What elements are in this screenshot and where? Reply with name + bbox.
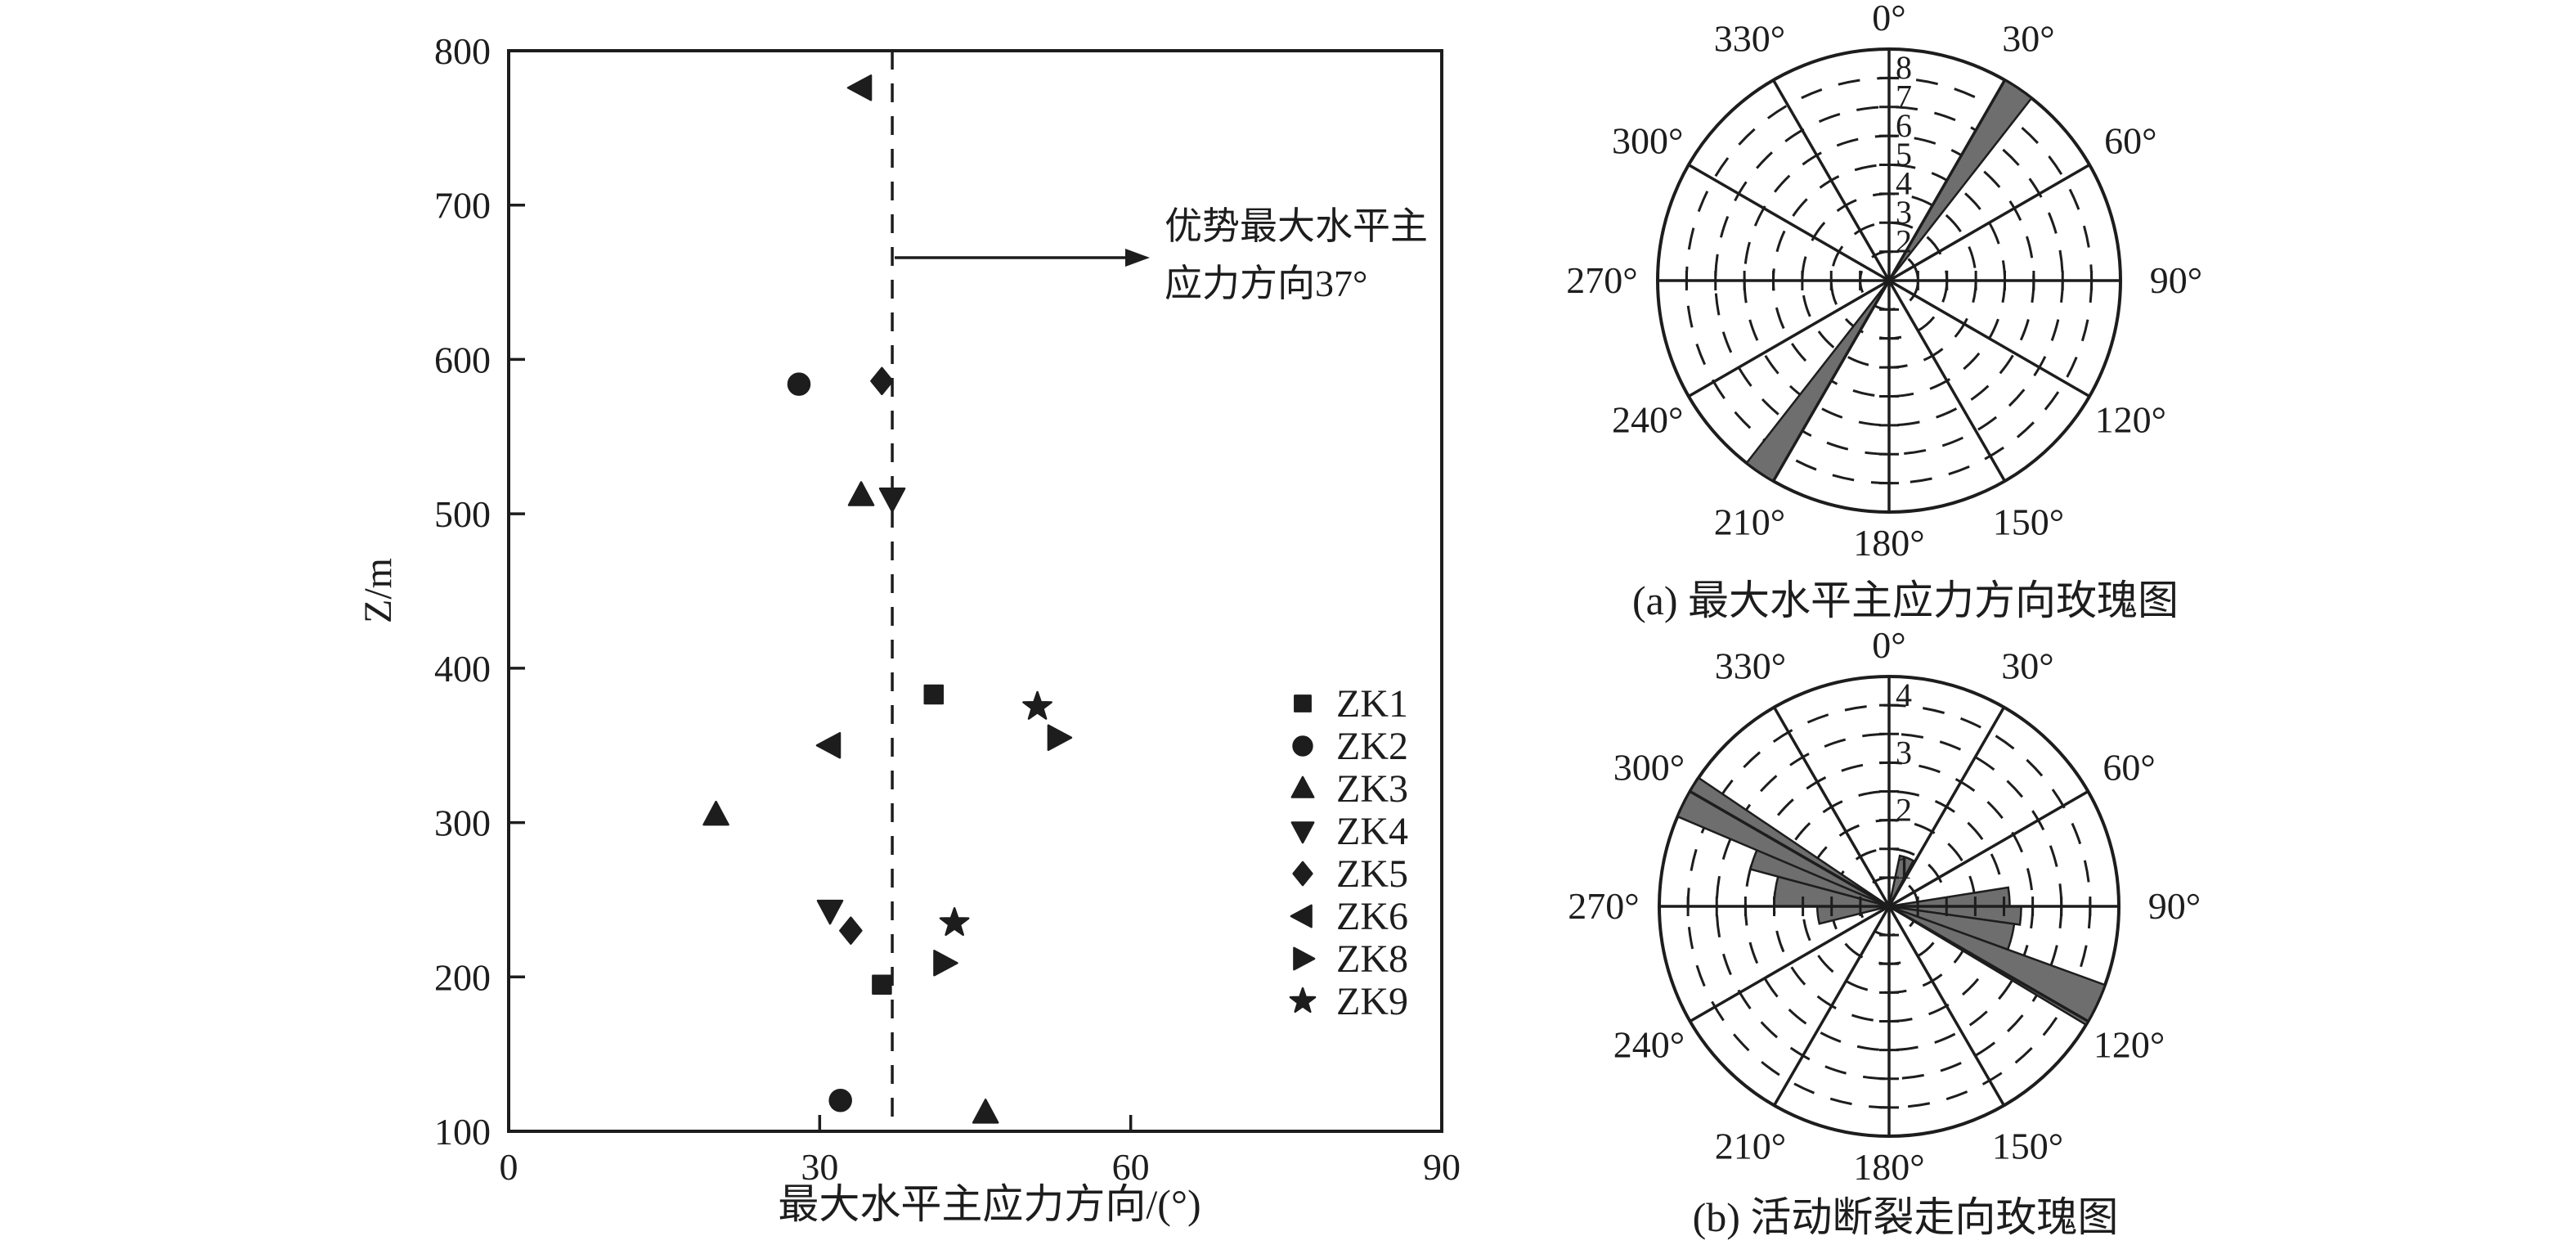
y-tick-label: 700	[434, 185, 491, 227]
rose-radius-label: 2	[1896, 792, 1912, 829]
rose-radius-label: 3	[1896, 194, 1912, 231]
legend-label-ZK8: ZK8	[1336, 937, 1408, 981]
scatter-point-ZK8	[1047, 724, 1073, 752]
legend-marker-ZK2	[1292, 735, 1313, 757]
rose-angle-label: 300°	[1612, 120, 1683, 162]
x-tick-label: 90	[1423, 1146, 1461, 1188]
legend-label-ZK2: ZK2	[1336, 725, 1408, 768]
rose-angle-label: 120°	[2095, 399, 2166, 441]
rose-angle-label: 60°	[2103, 747, 2155, 789]
legend-marker-ZK8	[1293, 946, 1316, 971]
annotation-arrowhead	[1125, 249, 1150, 267]
rose-radius-label: 1	[1896, 849, 1912, 886]
legend-marker-ZK6	[1290, 904, 1313, 928]
rose-radius-label: 7	[1896, 78, 1912, 115]
y-tick-label: 200	[434, 956, 491, 998]
rose-spoke	[1771, 79, 2007, 482]
scatter-point-ZK5	[839, 916, 863, 945]
rose-angle-label: 270°	[1568, 885, 1639, 927]
rose-radius-label: 2	[1896, 222, 1912, 259]
scatter-point-ZK3	[702, 800, 729, 826]
rose-spoke	[1772, 706, 2006, 1107]
rose-a-caption: (a) 最大水平主应力方向玫瑰图	[1632, 578, 2179, 623]
rose-angle-label: 180°	[1853, 522, 1924, 564]
rose-radius-label: 5	[1896, 136, 1912, 173]
rose-angle-label: 150°	[1993, 501, 2064, 542]
rose-radius-label: 8	[1896, 49, 1912, 86]
rose-angle-label: 210°	[1715, 1126, 1786, 1167]
legend-marker-ZK4	[1290, 821, 1315, 844]
legend-marker-ZK1	[1294, 694, 1312, 712]
x-tick-label: 0	[500, 1146, 518, 1188]
scatter-point-ZK2	[787, 372, 811, 396]
scatter-point-ZK6	[815, 731, 841, 759]
scatter-point-ZK4	[816, 899, 844, 925]
rose-angle-label: 0°	[1872, 0, 1905, 38]
x-axis-title: 最大水平主应力方向/(°)	[778, 1181, 1200, 1227]
rose-radius-label: 4	[1896, 165, 1912, 202]
rose-angle-label: 30°	[2002, 18, 2054, 60]
legend-label-ZK6: ZK6	[1336, 895, 1408, 938]
rose-radius-label: 6	[1896, 107, 1912, 144]
rose-angle-label: 0°	[1872, 624, 1905, 666]
rose-angle-label: 330°	[1714, 18, 1785, 60]
legend-label-ZK4: ZK4	[1336, 810, 1408, 853]
y-tick-label: 600	[434, 339, 491, 380]
scatter-point-ZK4	[878, 488, 906, 513]
rose-b-caption: (b) 活动断裂走向玫瑰图	[1692, 1194, 2119, 1240]
x-tick-label: 30	[801, 1146, 838, 1188]
rose-angle-label: 150°	[1992, 1126, 2063, 1167]
rose-angle-label: 90°	[2148, 885, 2201, 927]
rose-angle-label: 30°	[2001, 645, 2053, 686]
rose-petal	[1815, 905, 1890, 925]
rose-angle-label: 120°	[2094, 1024, 2165, 1066]
rose-angle-label: 210°	[1714, 501, 1785, 542]
rose-angle-label: 300°	[1613, 747, 1685, 789]
y-tick-label: 800	[434, 30, 491, 72]
x-tick-label: 60	[1112, 1146, 1150, 1188]
legend-label-ZK5: ZK5	[1336, 852, 1408, 896]
rose-b-plot: 1 2 3 4 0° 30° 60° 90° 120° 150° 180° 210° 240° 270° 3…	[1568, 624, 2201, 1188]
scatter-point-ZK5	[870, 366, 894, 396]
rose-angle-label: 240°	[1612, 399, 1683, 441]
annotation-line1: 优势最大水平主	[1165, 205, 1428, 247]
rose-angle-label: 270°	[1566, 259, 1637, 301]
y-tick-label: 300	[434, 802, 491, 844]
y-tick-label: 100	[434, 1111, 491, 1153]
legend-label-ZK9: ZK9	[1336, 980, 1408, 1023]
rose-petal	[1887, 79, 2033, 281]
scatter-point-ZK9	[1022, 690, 1052, 720]
rose-angle-label: 90°	[2150, 259, 2202, 301]
rose-petal	[1745, 280, 1891, 483]
scatter-point-ZK6	[846, 74, 873, 101]
scatter-point-ZK8	[933, 950, 958, 977]
legend-marker-ZK3	[1290, 775, 1315, 798]
scatter-point-ZK3	[972, 1099, 999, 1124]
y-axis-title: Z/m	[357, 558, 400, 623]
scatter-point-ZK1	[872, 974, 892, 995]
scatter-point-ZK1	[923, 684, 945, 705]
legend-label-ZK1: ZK1	[1336, 682, 1408, 726]
scatter-point-ZK9	[939, 906, 970, 937]
rose-angle-label: 60°	[2104, 120, 2156, 162]
axes-box	[507, 49, 1443, 1133]
legend-label-ZK3: ZK3	[1336, 767, 1408, 811]
scatter-plot: 100 200 300 400 500 600 700 800 0 30 60 90 最大水平主应力方向…	[357, 30, 1461, 1227]
legend-marker-ZK9	[1289, 987, 1317, 1014]
rose-radius-label: 3	[1896, 734, 1912, 771]
rose-angle-label: 240°	[1613, 1024, 1685, 1066]
y-tick-label: 400	[434, 648, 491, 690]
rose-angle-label: 330°	[1715, 645, 1786, 686]
scatter-point-ZK3	[847, 481, 875, 506]
scatter-point-ZK2	[828, 1089, 852, 1112]
rose-angle-label: 180°	[1853, 1146, 1924, 1188]
y-tick-label: 500	[434, 493, 491, 535]
legend-marker-ZK5	[1292, 861, 1313, 887]
rose-radius-label: 4	[1896, 676, 1912, 713]
annotation-line2: 应力方向37°	[1165, 263, 1367, 304]
